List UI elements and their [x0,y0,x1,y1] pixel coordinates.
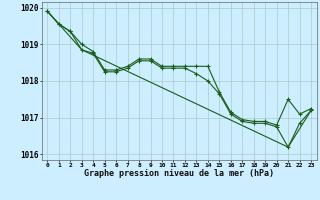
X-axis label: Graphe pression niveau de la mer (hPa): Graphe pression niveau de la mer (hPa) [84,169,274,178]
